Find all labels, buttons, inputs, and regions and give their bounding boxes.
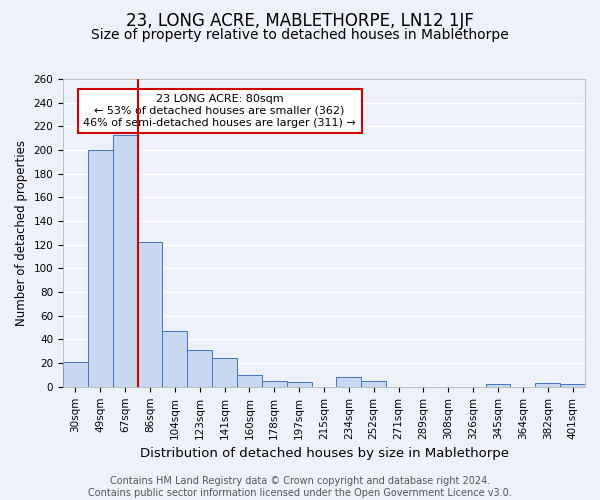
Bar	[262, 381, 287, 387]
Bar	[361, 381, 386, 387]
Bar	[485, 384, 511, 387]
Bar	[337, 378, 361, 387]
Bar	[212, 358, 237, 387]
Text: 23 LONG ACRE: 80sqm
← 53% of detached houses are smaller (362)
46% of semi-detac: 23 LONG ACRE: 80sqm ← 53% of detached ho…	[83, 94, 356, 128]
Bar	[535, 384, 560, 387]
Bar	[187, 350, 212, 387]
Text: 23, LONG ACRE, MABLETHORPE, LN12 1JF: 23, LONG ACRE, MABLETHORPE, LN12 1JF	[126, 12, 474, 30]
Bar	[88, 150, 113, 387]
Bar	[287, 382, 311, 387]
Bar	[237, 375, 262, 387]
Y-axis label: Number of detached properties: Number of detached properties	[15, 140, 28, 326]
Bar	[560, 384, 585, 387]
Text: Size of property relative to detached houses in Mablethorpe: Size of property relative to detached ho…	[91, 28, 509, 42]
X-axis label: Distribution of detached houses by size in Mablethorpe: Distribution of detached houses by size …	[140, 447, 509, 460]
Bar	[63, 362, 88, 387]
Bar	[163, 331, 187, 387]
Text: Contains HM Land Registry data © Crown copyright and database right 2024.
Contai: Contains HM Land Registry data © Crown c…	[88, 476, 512, 498]
Bar	[113, 134, 137, 387]
Bar	[137, 242, 163, 387]
